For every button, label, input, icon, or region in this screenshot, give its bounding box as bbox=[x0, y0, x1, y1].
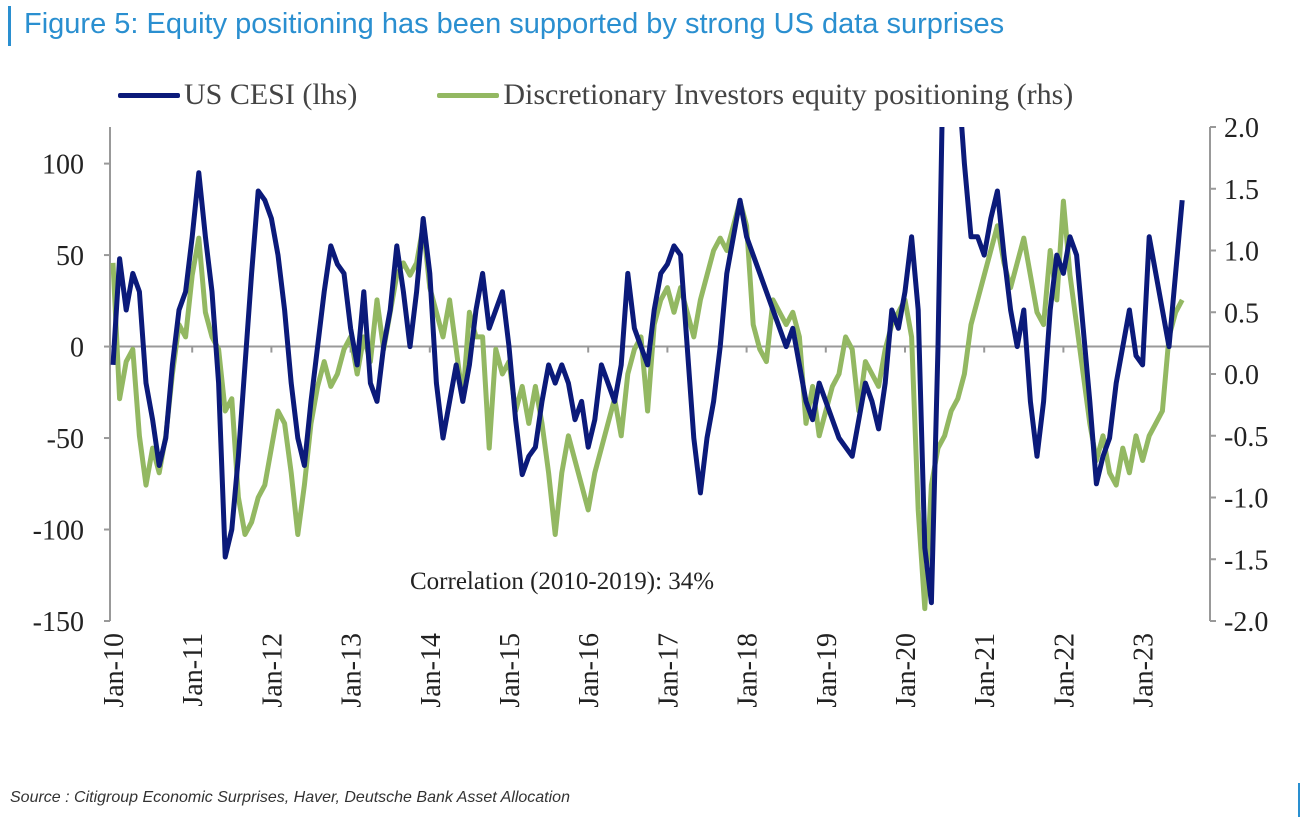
left-axis-tick-label: 100 bbox=[42, 150, 84, 181]
left-axis-tick-label: -50 bbox=[47, 424, 84, 455]
legend-item-us-cesi: US CESI (lhs) bbox=[118, 78, 357, 112]
right-axis-tick-label: -0.5 bbox=[1224, 422, 1268, 453]
right-axis-tick-label: 1.5 bbox=[1224, 175, 1259, 206]
source-note: Source : Citigroup Economic Surprises, H… bbox=[10, 789, 570, 806]
series-line-us-cesi bbox=[110, 127, 1185, 606]
x-axis-tick-label: Jan-19 bbox=[812, 633, 843, 708]
x-axis-tick-label: Jan-13 bbox=[337, 633, 368, 708]
correlation-annotation: Correlation (2010-2019): 34% bbox=[410, 568, 714, 595]
x-axis-tick-label: Jan-18 bbox=[733, 633, 764, 708]
x-axis-tick-label: Jan-16 bbox=[574, 633, 605, 708]
legend-label-us-cesi: US CESI (lhs) bbox=[184, 78, 358, 111]
x-axis-tick-label: Jan-14 bbox=[416, 633, 447, 708]
right-axis-tick-label: -1.0 bbox=[1224, 484, 1268, 515]
legend-item-positioning: Discretionary Investors equity positioni… bbox=[437, 78, 1073, 112]
legend-swatch-positioning bbox=[437, 92, 500, 98]
right-axis-tick-label: 2.0 bbox=[1224, 113, 1259, 144]
x-axis-tick-label: Jan-12 bbox=[257, 633, 288, 708]
left-axis-tick-label: 0 bbox=[70, 333, 84, 364]
x-axis-tick-label: Jan-17 bbox=[653, 633, 684, 708]
chart-title: Figure 5: Equity positioning has been su… bbox=[24, 8, 1005, 40]
legend-swatch-us-cesi bbox=[118, 92, 180, 98]
x-axis-tick-label: Jan-11 bbox=[178, 633, 209, 707]
right-axis-tick-label: 0.5 bbox=[1224, 298, 1259, 329]
footer-accent-bar bbox=[1298, 783, 1300, 817]
right-axis-tick-label: 1.0 bbox=[1224, 237, 1259, 268]
legend-label-positioning: Discretionary Investors equity positioni… bbox=[503, 78, 1074, 111]
left-axis-tick-label: -150 bbox=[33, 607, 84, 638]
title-accent-bar bbox=[8, 6, 11, 46]
x-axis-tick-label: Jan-23 bbox=[1129, 633, 1160, 708]
left-axis-tick-label: -100 bbox=[33, 516, 84, 547]
x-axis-tick-label: Jan-21 bbox=[970, 633, 1001, 708]
left-axis-tick-label: 50 bbox=[56, 241, 84, 272]
legend: US CESI (lhs) Discretionary Investors eq… bbox=[118, 78, 1153, 112]
x-axis-tick-label: Jan-10 bbox=[99, 633, 130, 708]
x-axis-tick-label: Jan-15 bbox=[495, 633, 526, 708]
x-axis-tick-label: Jan-20 bbox=[891, 633, 922, 708]
right-axis-tick-label: -2.0 bbox=[1224, 607, 1268, 638]
right-axis-tick-label: -1.5 bbox=[1224, 545, 1268, 576]
x-axis-tick-label: Jan-22 bbox=[1049, 633, 1080, 708]
series-line-positioning bbox=[110, 198, 1185, 612]
right-axis-tick-label: 0.0 bbox=[1224, 360, 1259, 391]
